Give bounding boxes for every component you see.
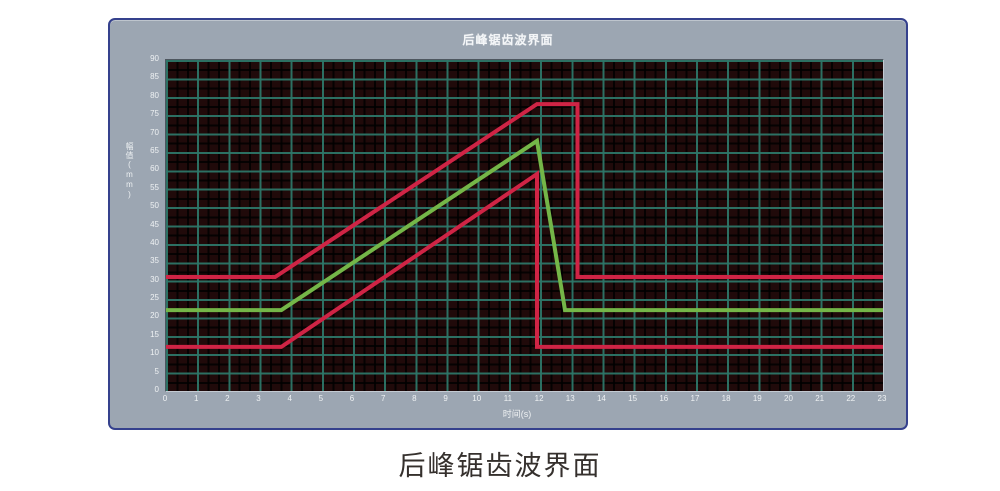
x-axis-ticks: 0 1 2 3 4 5 6 7 8 9 10 11 12 13 14 15 16 17 18 19 20 21 22 23 (163, 394, 887, 406)
y-tick-label: 15 (150, 329, 159, 339)
y-tick-label: 30 (150, 274, 159, 284)
y-tick-label: 45 (150, 219, 159, 229)
y-tick-label: 75 (150, 109, 159, 119)
x-tick-label: 4 (287, 394, 292, 403)
y-tick-label: 35 (150, 256, 159, 266)
hmi-window-panel: 后峰锯齿波界面 幅值(mm) 90 85 80 75 70 65 60 55 50 45 40 35 3… (108, 18, 908, 430)
x-tick-label: 1 (193, 394, 199, 403)
x-tick-label: 11 (503, 394, 513, 403)
y-tick-label: 55 (150, 182, 159, 192)
setpoint-sawtooth (166, 137, 883, 313)
x-tick-label: 19 (752, 394, 762, 403)
upper-limit-sawtooth (166, 102, 883, 279)
y-tick-label: 0 (154, 385, 159, 394)
figure-caption: 后峰锯齿波界面 (398, 451, 602, 481)
x-tick-label: 12 (534, 394, 544, 403)
x-tick-label: 16 (659, 394, 669, 403)
x-axis-title: 时间(s) (502, 409, 532, 419)
plot-area (165, 59, 884, 392)
x-tick-label: 7 (380, 394, 386, 403)
x-tick-label: 3 (256, 394, 261, 403)
lower-limit-sawtooth (166, 170, 883, 349)
x-tick-label: 15 (628, 394, 638, 403)
x-tick-label: 5 (318, 394, 324, 403)
waveform-curves (166, 102, 883, 349)
x-tick-label: 2 (225, 394, 230, 403)
window-title: 后峰锯齿波界面 (462, 33, 554, 47)
x-tick-label: 20 (784, 394, 793, 403)
y-tick-label: 70 (150, 127, 159, 137)
y-tick-label: 90 (150, 54, 159, 63)
x-tick-label: 22 (846, 394, 856, 403)
x-tick-label: 17 (690, 394, 700, 403)
y-tick-label: 10 (150, 348, 159, 358)
x-tick-label: 14 (596, 394, 606, 403)
y-tick-label: 60 (150, 164, 159, 174)
y-tick-label: 25 (150, 293, 159, 303)
y-axis-title: 幅值(mm) (125, 142, 134, 200)
x-tick-label: 6 (349, 394, 355, 403)
x-tick-label: 21 (815, 394, 825, 403)
y-tick-label: 65 (150, 145, 159, 155)
y-tick-label: 5 (154, 366, 159, 376)
y-tick-label: 85 (150, 72, 159, 82)
x-tick-label: 23 (877, 394, 887, 403)
y-axis-ticks: 90 85 80 75 70 65 60 55 50 45 40 35 30 25 20 15 10 5 0 (110, 55, 162, 394)
x-tick-label: 8 (412, 394, 417, 403)
y-tick-label: 50 (150, 201, 159, 211)
y-tick-label: 40 (150, 237, 159, 247)
y-tick-label: 20 (150, 311, 159, 321)
x-tick-label: 0 (162, 394, 168, 403)
y-tick-label: 80 (150, 90, 159, 100)
x-tick-label: 13 (565, 394, 575, 403)
x-tick-label: 10 (472, 394, 482, 403)
x-tick-label: 18 (721, 394, 731, 403)
x-tick-label: 9 (443, 394, 448, 403)
